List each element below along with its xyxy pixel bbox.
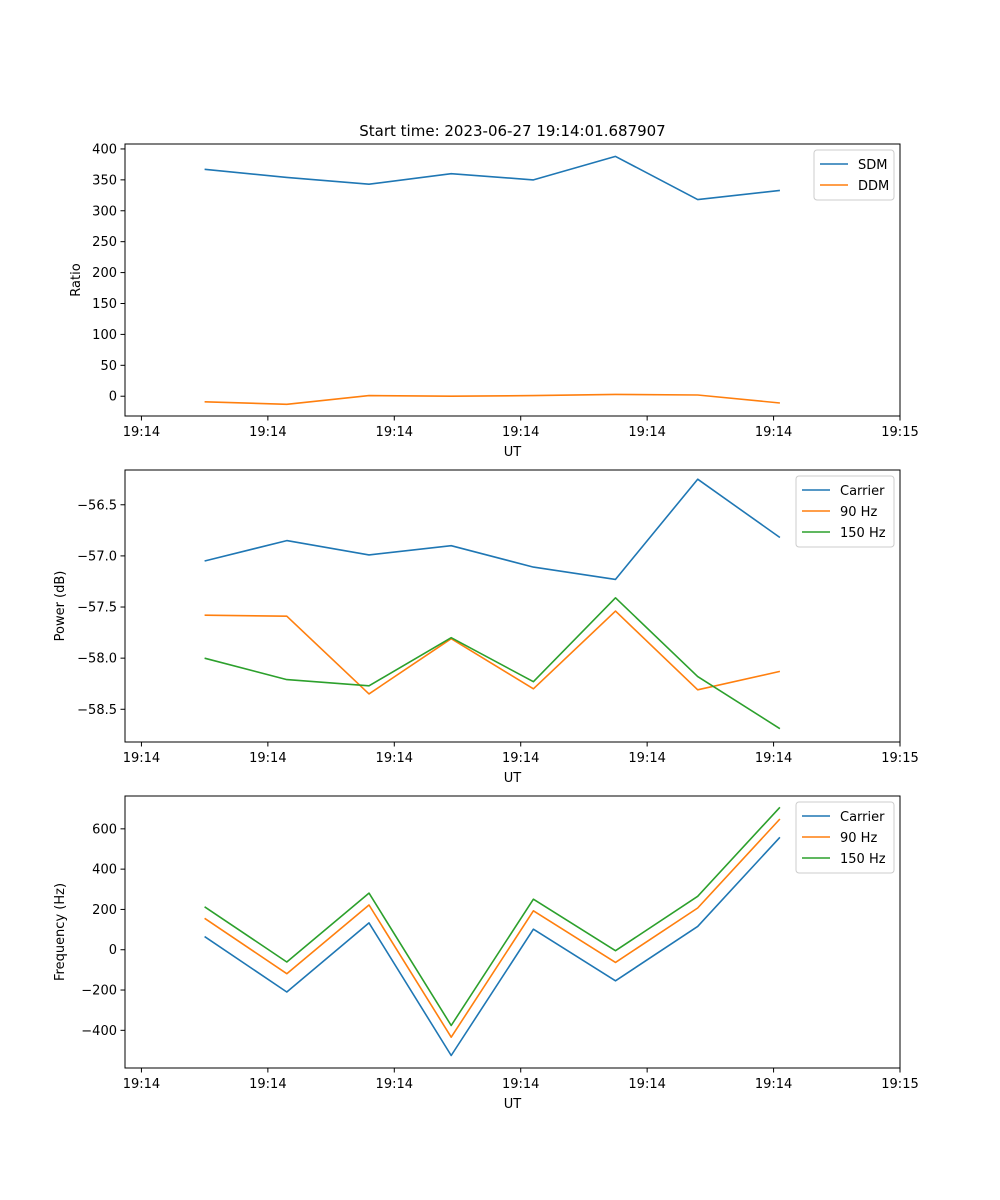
y-tick-label: 50 bbox=[100, 359, 117, 374]
y-tick-label: −58.5 bbox=[77, 703, 117, 718]
x-tick-label: 19:14 bbox=[123, 751, 160, 766]
legend-label: SDM bbox=[858, 158, 887, 173]
y-tick-label: 350 bbox=[92, 173, 117, 188]
y-tick-label: 100 bbox=[92, 328, 117, 343]
y-tick-label: −200 bbox=[81, 984, 117, 999]
legend-box bbox=[795, 475, 895, 548]
axes-frame bbox=[124, 795, 901, 1069]
series-line-carrier bbox=[204, 478, 781, 581]
legend-label: Carrier bbox=[840, 484, 885, 499]
y-tick-label: −56.5 bbox=[77, 498, 117, 513]
series-line-150-hz bbox=[204, 596, 781, 730]
x-tick-label: 19:14 bbox=[502, 425, 539, 440]
legend-label: 90 Hz bbox=[840, 831, 877, 846]
x-axis-label: UT bbox=[504, 1097, 522, 1112]
legend-label: 90 Hz bbox=[840, 505, 877, 520]
y-tick-label: 200 bbox=[92, 903, 117, 918]
x-tick-label: 19:14 bbox=[249, 1077, 286, 1092]
y-tick-label: 400 bbox=[92, 863, 117, 878]
x-tick-label: 19:14 bbox=[123, 425, 160, 440]
subplot-3: 19:14 19:14 19:14 19:14 19:14 19:14 19:15 −400 −… bbox=[53, 795, 919, 1112]
x-tick-label: 19:14 bbox=[123, 1077, 160, 1092]
y-axis-label: Frequency (Hz) bbox=[53, 883, 68, 981]
x-tick-label: 19:14 bbox=[376, 1077, 413, 1092]
legend-box bbox=[813, 149, 895, 201]
x-axis-label: UT bbox=[504, 445, 522, 460]
y-tick-label: −400 bbox=[81, 1024, 117, 1039]
series-line-150-hz bbox=[204, 806, 781, 1027]
x-tick-label: 19:14 bbox=[376, 751, 413, 766]
y-tick-label: 400 bbox=[92, 142, 117, 157]
x-tick-label: 19:14 bbox=[628, 751, 665, 766]
figure-title: Start time: 2023-06-27 19:14:01.687907 bbox=[359, 122, 665, 140]
legend-label: 150 Hz bbox=[840, 526, 886, 541]
x-tick-label: 19:14 bbox=[502, 751, 539, 766]
subplot-1: 19:14 19:14 19:14 19:14 19:14 19:14 19:15 0 50 10… bbox=[69, 142, 919, 460]
axes-frame bbox=[124, 143, 901, 417]
x-tick-label: 19:14 bbox=[502, 1077, 539, 1092]
subplot-2: 19:14 19:14 19:14 19:14 19:14 19:14 19:15 −58.5… bbox=[53, 469, 919, 786]
legend: SDM DDM bbox=[813, 149, 895, 201]
series-line-90-hz bbox=[204, 610, 781, 695]
x-tick-label: 19:15 bbox=[881, 425, 918, 440]
y-axis-label: Ratio bbox=[69, 263, 84, 296]
series-line-90-hz bbox=[204, 818, 781, 1038]
y-axis-label: Power (dB) bbox=[53, 571, 68, 642]
x-tick-label: 19:14 bbox=[755, 425, 792, 440]
x-tick-label: 19:14 bbox=[249, 751, 286, 766]
y-tick-label: −57.0 bbox=[77, 549, 117, 564]
y-tick-label: 150 bbox=[92, 297, 117, 312]
y-tick-label: 250 bbox=[92, 235, 117, 250]
x-tick-label: 19:14 bbox=[628, 425, 665, 440]
legend-label: 150 Hz bbox=[840, 852, 886, 867]
series-line-sdm bbox=[204, 155, 780, 201]
series-line-carrier bbox=[204, 836, 781, 1057]
y-tick-label: 0 bbox=[109, 943, 117, 958]
y-tick-label: 0 bbox=[109, 390, 117, 405]
y-tick-label: −57.5 bbox=[77, 601, 117, 616]
x-axis-label: UT bbox=[504, 771, 522, 786]
legend: Carrier 90 Hz 150 Hz bbox=[795, 475, 895, 548]
y-tick-label: 300 bbox=[92, 204, 117, 219]
legend-label: DDM bbox=[858, 179, 889, 194]
x-tick-label: 19:14 bbox=[755, 1077, 792, 1092]
axes-frame bbox=[124, 469, 901, 743]
x-tick-label: 19:15 bbox=[881, 751, 918, 766]
legend-box bbox=[795, 801, 895, 874]
x-tick-label: 19:14 bbox=[249, 425, 286, 440]
y-tick-label: 200 bbox=[92, 266, 117, 281]
series-line-ddm bbox=[204, 393, 780, 406]
legend-label: Carrier bbox=[840, 810, 885, 825]
x-tick-label: 19:14 bbox=[376, 425, 413, 440]
x-tick-label: 19:15 bbox=[881, 1077, 918, 1092]
y-tick-label: −58.0 bbox=[77, 652, 117, 667]
legend: Carrier 90 Hz 150 Hz bbox=[795, 801, 895, 874]
x-tick-label: 19:14 bbox=[628, 1077, 665, 1092]
y-tick-label: 600 bbox=[92, 822, 117, 837]
x-tick-label: 19:14 bbox=[755, 751, 792, 766]
